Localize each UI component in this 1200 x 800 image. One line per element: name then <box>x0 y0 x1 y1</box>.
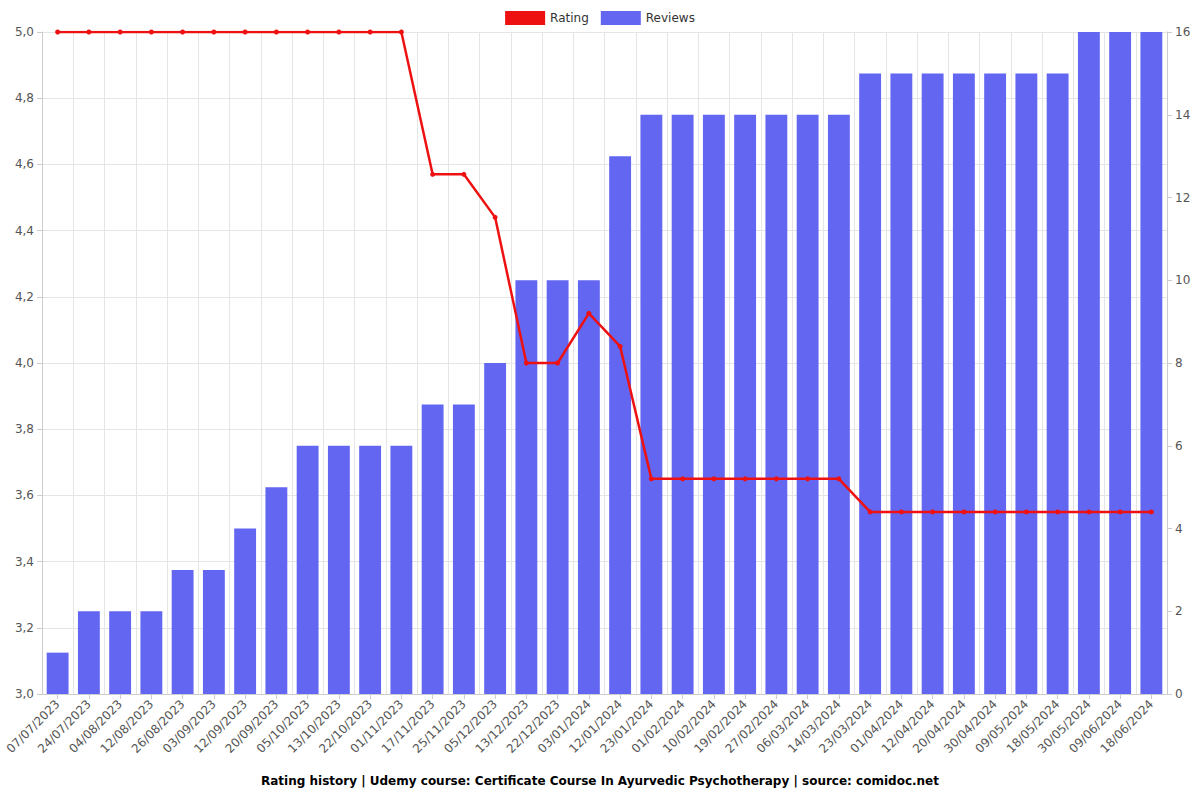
svg-text:4,8: 4,8 <box>15 91 34 105</box>
svg-text:12/01/2024: 12/01/2024 <box>566 697 626 756</box>
svg-text:8: 8 <box>1175 356 1183 370</box>
svg-text:25/11/2023: 25/11/2023 <box>410 697 469 756</box>
svg-text:05/10/2023: 05/10/2023 <box>253 697 313 756</box>
svg-text:12/08/2023: 12/08/2023 <box>97 697 157 756</box>
svg-text:20/09/2023: 20/09/2023 <box>222 697 282 756</box>
svg-text:30/04/2024: 30/04/2024 <box>941 697 1001 756</box>
svg-text:03/09/2023: 03/09/2023 <box>160 697 219 756</box>
svg-text:4,4: 4,4 <box>15 224 34 238</box>
svg-text:5,0: 5,0 <box>15 25 34 39</box>
svg-text:17/11/2023: 17/11/2023 <box>378 697 438 756</box>
svg-text:6: 6 <box>1175 439 1183 453</box>
svg-text:Rating history | Udemy course:: Rating history | Udemy course: Certifica… <box>261 774 939 788</box>
svg-text:20/04/2024: 20/04/2024 <box>910 697 969 756</box>
svg-text:01/04/2024: 01/04/2024 <box>847 697 907 756</box>
svg-text:14/03/2024: 14/03/2024 <box>785 697 844 756</box>
svg-text:01/11/2023: 01/11/2023 <box>347 697 407 756</box>
svg-text:0: 0 <box>1175 687 1183 701</box>
svg-text:10: 10 <box>1175 273 1190 287</box>
svg-text:09/06/2024: 09/06/2024 <box>1066 697 1126 756</box>
svg-text:14: 14 <box>1175 108 1190 122</box>
svg-text:23/01/2024: 23/01/2024 <box>597 697 657 756</box>
svg-text:4,6: 4,6 <box>15 157 34 171</box>
svg-text:07/07/2023: 07/07/2023 <box>3 697 63 756</box>
svg-text:05/12/2023: 05/12/2023 <box>441 697 501 756</box>
svg-text:2: 2 <box>1175 604 1183 618</box>
svg-text:03/01/2024: 03/01/2024 <box>535 697 594 756</box>
svg-text:16: 16 <box>1175 25 1190 39</box>
svg-text:Reviews: Reviews <box>646 11 695 25</box>
svg-text:18/05/2024: 18/05/2024 <box>1003 697 1063 756</box>
svg-text:19/02/2024: 19/02/2024 <box>691 697 751 756</box>
svg-text:22/10/2023: 22/10/2023 <box>316 697 376 756</box>
svg-text:26/08/2023: 26/08/2023 <box>128 697 188 756</box>
svg-text:Rating: Rating <box>550 11 589 25</box>
svg-text:3,8: 3,8 <box>15 422 34 436</box>
svg-text:12: 12 <box>1175 191 1190 205</box>
svg-text:3,0: 3,0 <box>15 687 34 701</box>
svg-text:13/10/2023: 13/10/2023 <box>285 697 344 756</box>
svg-text:12/09/2023: 12/09/2023 <box>191 697 251 756</box>
svg-text:27/02/2024: 27/02/2024 <box>722 697 782 756</box>
svg-text:3,6: 3,6 <box>15 488 34 502</box>
svg-text:30/05/2024: 30/05/2024 <box>1035 697 1094 756</box>
svg-text:09/05/2024: 09/05/2024 <box>972 697 1032 756</box>
svg-text:04/08/2023: 04/08/2023 <box>66 697 126 756</box>
svg-text:4,0: 4,0 <box>15 356 34 370</box>
svg-text:4: 4 <box>1175 522 1183 536</box>
svg-text:13/12/2023: 13/12/2023 <box>472 697 532 756</box>
svg-text:22/12/2023: 22/12/2023 <box>503 697 563 756</box>
svg-text:06/03/2024: 06/03/2024 <box>753 697 813 756</box>
svg-text:4,2: 4,2 <box>15 290 34 304</box>
svg-text:01/02/2024: 01/02/2024 <box>628 697 688 756</box>
svg-text:10/02/2024: 10/02/2024 <box>660 697 719 756</box>
svg-text:3,4: 3,4 <box>15 555 34 569</box>
svg-text:24/07/2023: 24/07/2023 <box>35 697 94 756</box>
svg-text:23/03/2024: 23/03/2024 <box>816 697 876 756</box>
svg-text:3,2: 3,2 <box>15 621 34 635</box>
svg-text:12/04/2024: 12/04/2024 <box>878 697 938 756</box>
svg-text:18/06/2024: 18/06/2024 <box>1098 697 1157 756</box>
